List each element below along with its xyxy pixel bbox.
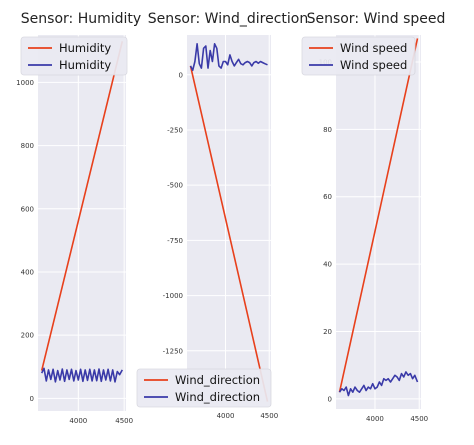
legend-label: Humidity [59, 41, 111, 55]
series-line-orange [189, 65, 269, 402]
legend: Wind speed Wind speed [301, 36, 416, 76]
x-tick-label: 4500 [260, 412, 278, 420]
y-tick-label: 800 [21, 142, 34, 150]
subplot-2: -1250 -1000 -750 -500 -250 0 4000 4500 Sensor: W… [136, 11, 308, 420]
y-tick-label: 600 [21, 205, 34, 213]
y-tick-label: 0 [30, 395, 34, 403]
y-tick-label: 400 [21, 268, 34, 276]
x-tick-label: 4000 [217, 412, 235, 420]
y-tick-label: 20 [323, 328, 332, 336]
y-tick-label: -750 [167, 237, 183, 245]
y-tick-label: -1250 [163, 347, 183, 355]
y-tick-label: -250 [167, 126, 183, 134]
series-line-orange [338, 38, 419, 393]
legend-label: Wind speed [340, 41, 407, 55]
series-line-blue [189, 42, 268, 72]
series-line-blue [338, 371, 419, 397]
y-tick-label: -500 [167, 182, 183, 190]
chart-title: Sensor: Wind_direction [148, 11, 308, 27]
subplot-3: 02040608010040004500Sensor: Wind speedWi… [301, 11, 446, 423]
series-line-blue [40, 367, 123, 383]
legend-label: Wind_direction [175, 373, 260, 387]
x-tick-label: 4500 [410, 415, 428, 423]
legend-box [136, 368, 272, 408]
chart-title: Sensor: Humidity [21, 11, 141, 27]
y-tick-label: 0 [328, 395, 332, 403]
plot-area [38, 35, 126, 411]
y-tick-label: 60 [323, 193, 332, 201]
y-tick-label: -1000 [163, 292, 183, 300]
series-line-orange [40, 41, 124, 371]
x-tick-label: 4000 [366, 415, 384, 423]
x-tick-label: 4500 [115, 417, 133, 425]
legend-label: Humidity [59, 58, 111, 72]
legend-label: Wind_direction [175, 390, 260, 404]
legend: Wind_direction Wind_direction [136, 368, 272, 408]
legend-label: Wind speed [340, 58, 407, 72]
y-tick-label: 80 [323, 126, 332, 134]
y-tick-label: 40 [323, 261, 332, 269]
y-tick-label: 200 [21, 332, 34, 340]
y-tick-label: 0 [179, 71, 183, 79]
chart-title: Sensor: Wind speed [307, 11, 446, 27]
plot-area [187, 35, 271, 406]
x-tick-label: 4000 [69, 417, 87, 425]
y-tick-label: 1000 [16, 79, 34, 87]
legend: Humidity Humidity [20, 36, 128, 76]
subplot-1: 0 200 400 600 800 1000 4000 4500 Sensor: Humidit… [16, 11, 141, 425]
